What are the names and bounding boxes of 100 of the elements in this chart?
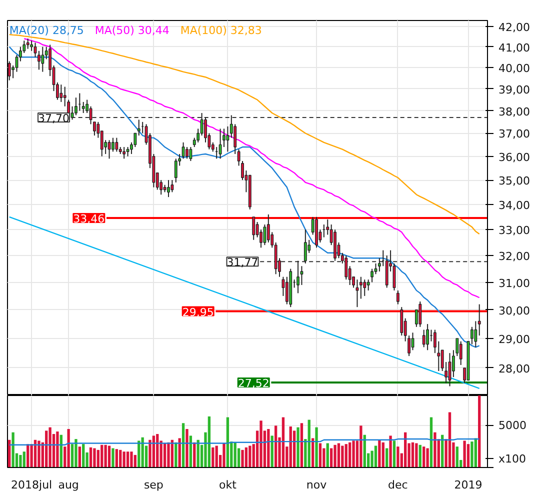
bar — [115, 449, 118, 468]
y-tick-label: 28,00 — [498, 362, 530, 376]
candlestick — [474, 320, 478, 348]
bar — [30, 444, 33, 468]
bar — [148, 440, 152, 468]
bar — [386, 448, 388, 468]
candlestick — [426, 324, 430, 351]
bar — [226, 417, 230, 468]
y-tick-label: 42,00 — [498, 20, 530, 34]
bar — [292, 430, 296, 468]
bar — [318, 443, 322, 468]
candlestick — [170, 180, 174, 193]
bar — [122, 452, 126, 468]
bar — [418, 444, 422, 468]
ref-line-label: 27,52 — [238, 377, 270, 390]
bar — [470, 442, 474, 468]
bar — [104, 444, 107, 468]
bar — [270, 436, 274, 468]
candlestick — [344, 255, 348, 280]
bar — [344, 444, 348, 468]
bar — [8, 440, 11, 468]
bar — [215, 446, 218, 468]
bar — [67, 428, 70, 468]
candlestick — [459, 340, 462, 366]
candlestick — [226, 126, 230, 152]
bar — [119, 450, 122, 468]
bar — [341, 446, 344, 468]
bar — [112, 448, 114, 468]
y-tick-label: 32,00 — [498, 250, 530, 264]
bar — [311, 438, 314, 468]
bar — [78, 446, 81, 468]
candlestick — [8, 60, 11, 81]
bar — [130, 452, 133, 468]
y-tick-label: 39,00 — [498, 83, 530, 96]
x-tick-label: 2018jul — [11, 478, 52, 492]
bar — [74, 439, 78, 468]
candlestick — [356, 279, 359, 308]
bar — [12, 432, 14, 468]
ref-line-label: 33,46 — [73, 212, 105, 226]
series-label: MA(20) 28,75 — [9, 24, 84, 37]
bar — [352, 440, 355, 468]
text: x100 — [498, 452, 526, 466]
candlestick — [200, 112, 204, 136]
bar — [474, 438, 477, 468]
candlestick — [82, 101, 85, 114]
bar — [392, 440, 396, 468]
bar — [126, 452, 130, 468]
bar — [466, 444, 470, 468]
candlestick — [296, 260, 300, 294]
bar — [167, 442, 170, 468]
line-series — [8, 34, 480, 235]
bar — [463, 440, 466, 468]
bar — [248, 446, 252, 468]
bar — [456, 446, 458, 468]
bar — [22, 452, 26, 468]
candlestick — [174, 158, 178, 183]
candlestick — [30, 40, 34, 52]
bar — [360, 426, 362, 468]
candlestick — [112, 137, 114, 152]
candlestick — [74, 97, 78, 116]
bar — [222, 443, 226, 468]
bar — [56, 432, 59, 468]
bar — [38, 440, 40, 468]
candlestick — [300, 266, 304, 286]
bar — [478, 396, 481, 468]
bar — [48, 427, 52, 468]
bar — [108, 446, 111, 468]
bar — [382, 442, 384, 468]
candlestick — [70, 106, 74, 120]
line-series — [8, 46, 480, 348]
bar — [315, 427, 318, 468]
candlestick — [182, 142, 185, 160]
bar — [289, 426, 292, 468]
bar — [448, 412, 452, 468]
bar — [422, 446, 426, 468]
candlestick — [41, 46, 44, 72]
bar — [182, 423, 185, 468]
bar — [260, 420, 262, 468]
text: MA(100) 32,83 — [180, 24, 262, 37]
line-series — [24, 38, 480, 298]
bar — [141, 437, 144, 468]
bar — [308, 420, 310, 468]
candlestick — [126, 146, 130, 157]
bar — [93, 448, 96, 468]
bar — [430, 417, 433, 468]
bar — [208, 416, 211, 468]
bar — [234, 442, 236, 468]
candlestick — [400, 306, 404, 336]
bar — [326, 443, 329, 468]
candlestick — [60, 84, 63, 102]
bar — [415, 443, 418, 468]
bar — [348, 442, 352, 468]
bar — [411, 442, 414, 468]
candlestick — [396, 290, 400, 305]
bar — [45, 430, 48, 468]
candlestick — [167, 180, 170, 198]
ref-line-label: 37,70 — [38, 112, 70, 125]
bar — [426, 448, 429, 468]
bar — [274, 426, 278, 468]
bar — [134, 454, 137, 468]
